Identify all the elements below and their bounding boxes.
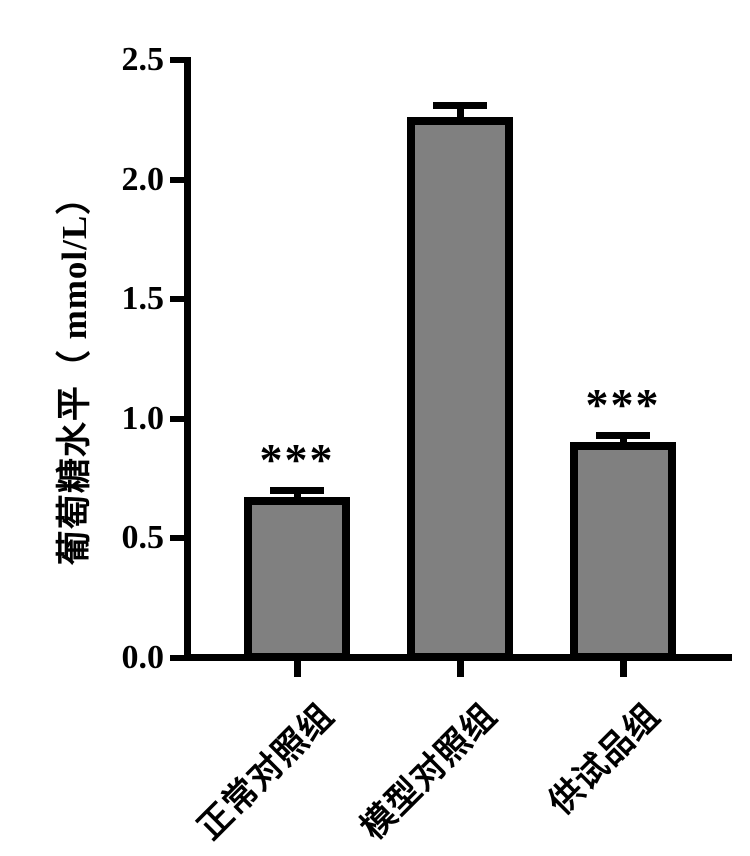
x-category-label: 供试品组	[542, 697, 668, 823]
y-tick-label: 1.0	[121, 399, 165, 437]
x-category-label: 正常对照组	[191, 697, 342, 847]
significance-stars: ***	[585, 378, 661, 430]
x-tick-mark	[619, 661, 627, 677]
error-bar-stem	[619, 435, 627, 443]
bar	[244, 497, 350, 661]
significance-stars: ***	[259, 433, 335, 485]
y-axis-title: 葡萄糖水平（ mmol/L）	[55, 178, 94, 566]
error-bar-cap	[270, 486, 324, 494]
y-tick-mark	[170, 296, 184, 302]
error-bar-stem	[456, 105, 464, 118]
y-tick-label: 2.0	[121, 160, 165, 198]
y-tick-mark	[170, 654, 184, 661]
bar	[407, 117, 513, 661]
error-bar-cap	[433, 101, 487, 109]
y-tick-mark	[170, 57, 184, 63]
error-bar-stem	[293, 490, 301, 498]
y-tick-label: 0.5	[121, 519, 165, 556]
error-bar-cap	[596, 431, 650, 439]
y-tick-mark	[170, 176, 184, 183]
y-tick-label: 1.5	[121, 280, 165, 317]
y-tick-label: 2.5	[121, 41, 165, 78]
x-tick-mark	[456, 661, 464, 677]
y-tick-mark	[170, 415, 184, 422]
x-category-label: 模型对照组	[354, 697, 505, 847]
y-tick-mark	[170, 535, 184, 541]
x-tick-mark	[293, 661, 301, 677]
y-axis-line	[184, 57, 191, 661]
y-tick-label: 0.0	[121, 638, 165, 676]
bar	[570, 442, 676, 661]
